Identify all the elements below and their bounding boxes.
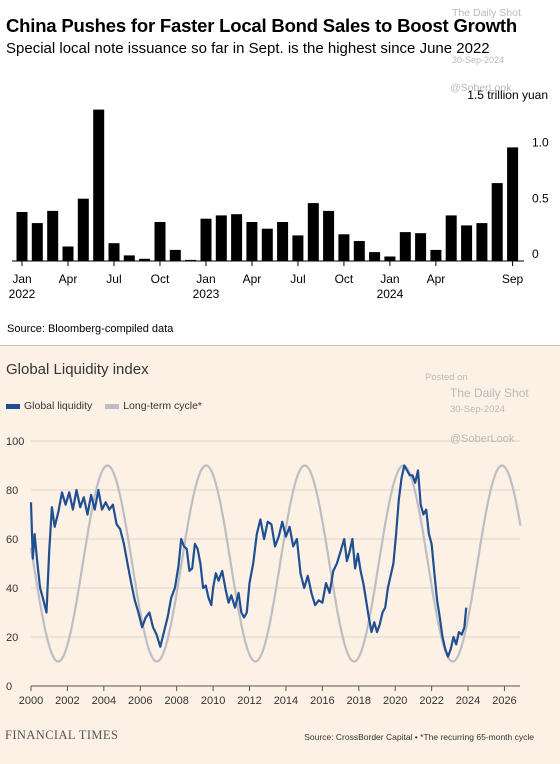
x-tick-label: 2024	[456, 695, 480, 707]
x-tick-label: 2008	[164, 695, 188, 707]
bar	[476, 223, 488, 261]
x-tick-year-label: 2022	[9, 287, 36, 301]
x-tick-label: 2012	[237, 695, 261, 707]
y-tick-label: 20	[6, 632, 18, 644]
global-liquidity-chart-panel: Global Liquidity index Global liquidity …	[0, 345, 560, 764]
legend-item-liquidity: Global liquidity	[6, 400, 92, 412]
series-line-global-liquidity	[29, 464, 468, 658]
watermark-handle-top: @SoberLook	[450, 82, 512, 94]
bar	[31, 223, 43, 261]
chart-source: Source: Bloomberg-compiled data	[7, 323, 174, 335]
bar	[338, 234, 350, 261]
bar	[353, 241, 365, 261]
bar	[139, 258, 151, 261]
y-tick-label: 80	[6, 485, 18, 497]
watermark-date-top: 30-Sep-2024	[452, 55, 505, 65]
chart-subtitle: Special local note issuance so far in Se…	[6, 40, 490, 57]
x-tick-label: 2014	[274, 695, 298, 707]
y-tick-label: 0	[532, 247, 539, 261]
legend-item-cycle: Long-term cycle*	[105, 400, 202, 412]
bar	[399, 232, 411, 261]
x-tick-label: 2010	[201, 695, 225, 707]
chart-title-liquidity: Global Liquidity index	[6, 361, 149, 378]
x-tick-label: Apr	[427, 272, 446, 286]
y-tick-label: 0.5	[532, 191, 549, 205]
bar	[323, 210, 335, 261]
x-tick-label: 2018	[347, 695, 371, 707]
x-tick-label: Apr	[243, 272, 262, 286]
bar	[292, 235, 304, 261]
legend-label-liquidity: Global liquidity	[24, 400, 93, 412]
bar	[445, 215, 457, 261]
bar	[93, 109, 105, 261]
watermark-handle-bottom: @SoberLook	[450, 433, 515, 445]
x-tick-label: Jan	[380, 272, 399, 286]
bar	[62, 246, 74, 261]
line-chart: 0 20 40 60 80 100 2000 2002 2004 2006 2008 2010 2012…	[6, 436, 522, 707]
series-line-long-term-cycle	[29, 464, 522, 663]
bar	[154, 222, 166, 261]
x-tick-year-label: 2023	[193, 287, 220, 301]
bar	[185, 259, 197, 261]
y-tick-label: 60	[6, 534, 18, 546]
x-tick-label: Oct	[151, 272, 170, 286]
x-tick-label: Sep	[502, 272, 524, 286]
chart-legend: Global liquidity Long-term cycle*	[6, 400, 212, 412]
watermark-date-bottom: 30-Sep-2024	[450, 404, 505, 415]
y-tick-label: 1.0	[532, 136, 549, 150]
x-tick-label: Apr	[59, 272, 78, 286]
bar	[369, 252, 381, 261]
x-tick-label: Jul	[106, 272, 121, 286]
x-tick-label: Jan	[12, 272, 31, 286]
ft-brand: FINANCIAL TIMES	[5, 728, 119, 742]
bar	[430, 249, 442, 261]
legend-label-cycle: Long-term cycle*	[123, 400, 202, 412]
y-tick-label: 100	[6, 436, 24, 448]
bar	[215, 215, 227, 261]
y-tick-label: 40	[6, 583, 18, 595]
watermark-brand-bottom: The Daily Shot	[450, 386, 529, 400]
bar	[77, 198, 89, 261]
x-tick-label: 2004	[92, 695, 116, 707]
china-bond-chart-panel: China Pushes for Faster Local Bond Sales…	[0, 0, 560, 345]
x-tick-label: 2022	[419, 695, 443, 707]
bar	[307, 203, 319, 261]
x-tick-label: 2006	[128, 695, 152, 707]
bar	[415, 233, 427, 261]
watermark-brand-top: The Daily Shot	[452, 7, 521, 19]
bar	[231, 214, 243, 261]
x-tick-year-label: 2024	[377, 287, 404, 301]
bar	[123, 255, 135, 261]
x-tick-label: 2002	[55, 695, 79, 707]
bar	[507, 147, 519, 261]
bar	[108, 243, 120, 261]
legend-swatch-cycle	[105, 403, 120, 409]
x-tick-label: 2020	[383, 695, 407, 707]
x-tick-label: 2000	[19, 695, 43, 707]
y-tick-label: 1.5 trillion yuan	[467, 88, 548, 102]
x-tick-label: 2026	[492, 695, 516, 707]
chart-title: China Pushes for Faster Local Bond Sales…	[6, 15, 517, 36]
bar	[16, 212, 28, 261]
x-tick-label: Oct	[335, 272, 354, 286]
bar	[261, 228, 273, 261]
watermark-posted-on: Posted on	[425, 372, 468, 383]
legend-swatch-liquidity	[6, 403, 20, 409]
x-tick-label: Jan	[196, 272, 215, 286]
bar	[169, 249, 181, 261]
chart-source-liquidity: Source: CrossBorder Capital • *The recur…	[304, 732, 534, 742]
bar	[461, 225, 473, 261]
bar	[246, 222, 258, 261]
x-tick-label: 2016	[310, 695, 334, 707]
bar	[491, 183, 503, 261]
bar	[277, 222, 289, 261]
y-tick-label: 0	[6, 681, 12, 693]
bar	[384, 256, 396, 261]
x-tick-label: Jul	[290, 272, 305, 286]
bar	[200, 218, 212, 261]
bar	[47, 210, 59, 261]
